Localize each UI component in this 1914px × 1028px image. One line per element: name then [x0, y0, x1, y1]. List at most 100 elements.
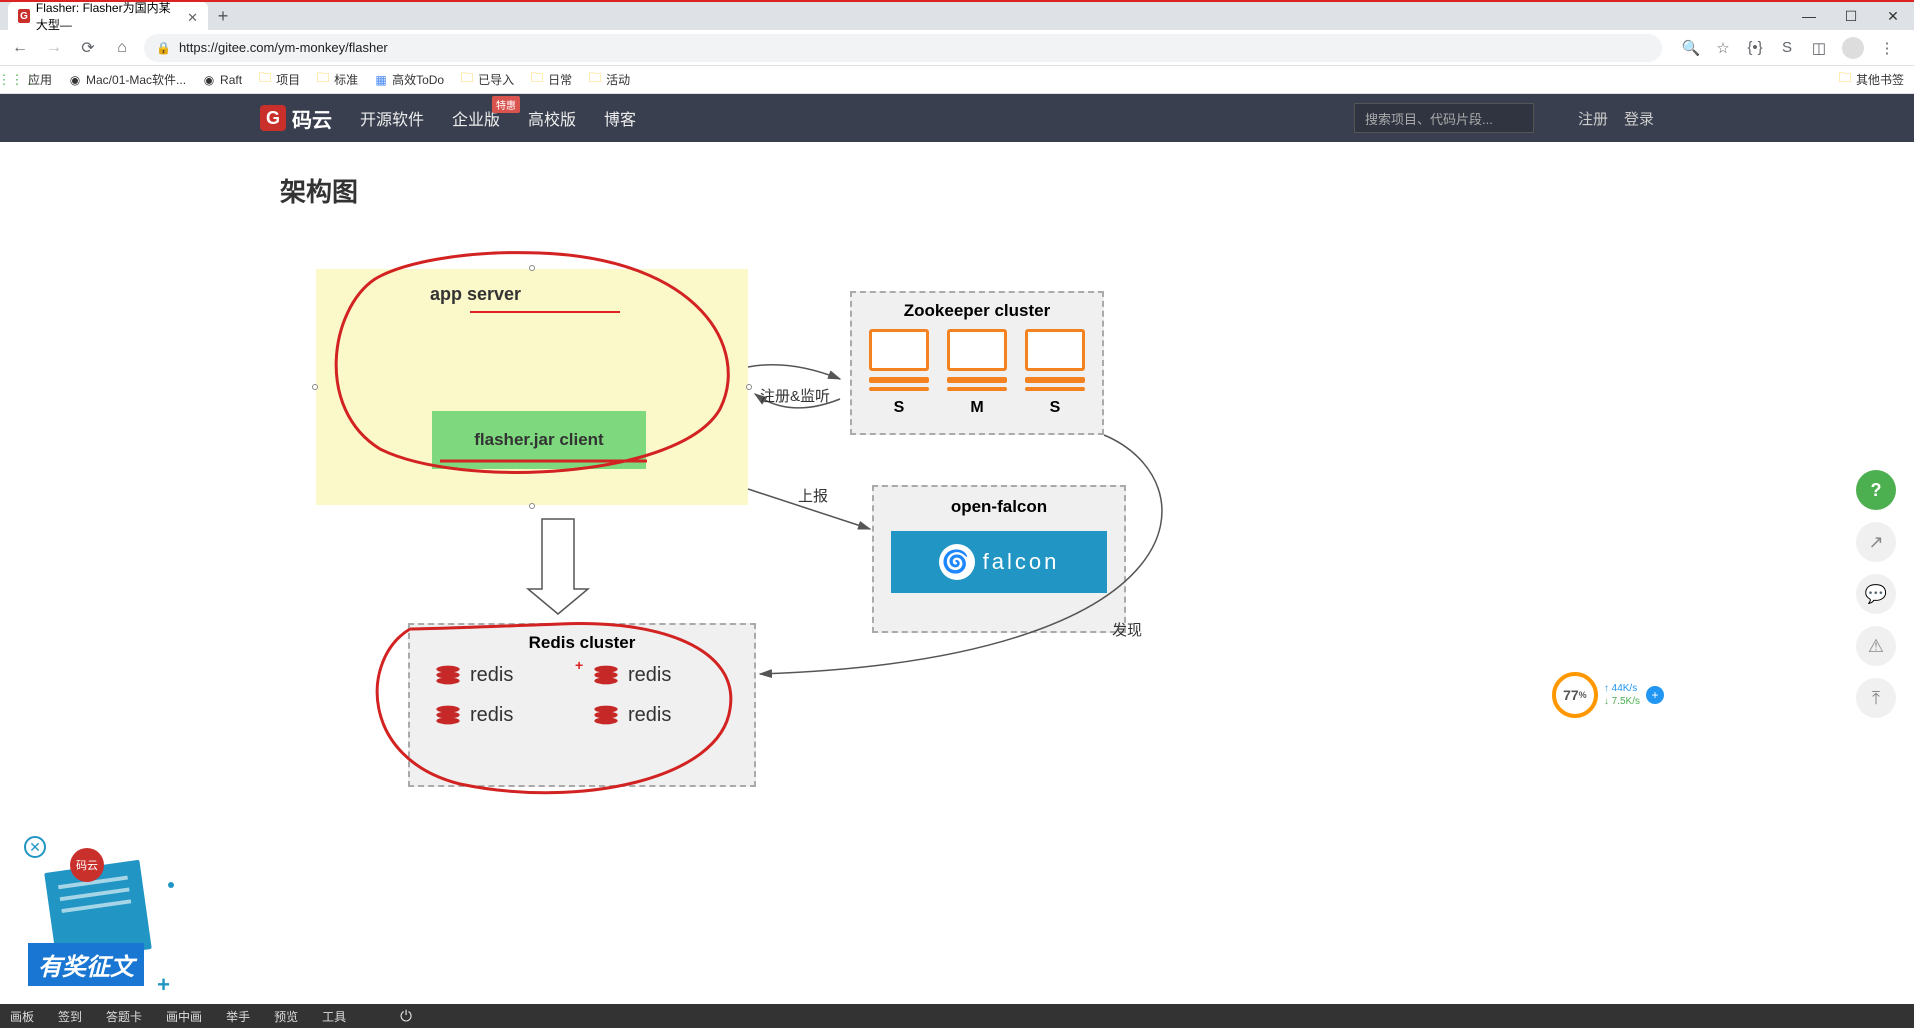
redis-label: redis [470, 664, 513, 687]
close-window-button[interactable]: ✕ [1872, 2, 1914, 30]
redis-icon [434, 663, 462, 687]
tab-favicon: G [18, 9, 30, 23]
profile-avatar[interactable] [1842, 37, 1864, 59]
redis-icon [592, 703, 620, 727]
redis-node: redis [592, 703, 730, 727]
client-label: flasher.jar client [474, 430, 603, 450]
apps-icon: ⋮⋮⋮ [10, 73, 24, 87]
bookmark-item[interactable]: 🗀 标准 [316, 71, 358, 88]
bookmark-item[interactable]: 🗀 活动 [588, 71, 630, 88]
bookmark-item[interactable]: ▦ 高效ToDo [374, 71, 444, 88]
zk-node-label: S [1050, 399, 1061, 417]
taskbar-item[interactable]: 举手 [226, 1008, 250, 1025]
apps-shortcut[interactable]: ⋮⋮⋮ 应用 [10, 71, 52, 88]
forward-button[interactable]: → [42, 36, 66, 60]
taskbar-item[interactable]: 预览 [274, 1008, 298, 1025]
redis-icon [592, 663, 620, 687]
bookmark-item[interactable]: 🗀 项目 [258, 71, 300, 88]
bookmark-item[interactable]: ◉ Mac/01-Mac软件... [68, 71, 186, 88]
browser-toolbar: ← → ⟳ ⌂ 🔒 https://gitee.com/ym-monkey/fl… [0, 30, 1914, 66]
power-icon[interactable]: ⏻ [400, 1008, 412, 1025]
close-tab-icon[interactable]: ✕ [187, 10, 198, 22]
bottom-taskbar: 画板 签到 答题卡 画中画 举手 预览 工具 ⏻ [0, 1004, 1914, 1028]
taskbar-item[interactable]: 答题卡 [106, 1008, 142, 1025]
reload-button[interactable]: ⟳ [76, 36, 100, 60]
promo-close-button[interactable]: ✕ [24, 836, 46, 858]
taskbar-item[interactable]: 工具 [322, 1008, 346, 1025]
speed-widget[interactable]: 77% ↑ 44K/s ↓ 7.5K/s + [1552, 672, 1664, 718]
bookmark-label: 高效ToDo [392, 71, 444, 88]
falcon-logo: 🌀 falcon [891, 531, 1107, 593]
zk-node-label: M [970, 399, 983, 417]
bookmark-label: Raft [220, 73, 242, 87]
extension-icon-1[interactable]: {•} [1746, 39, 1764, 57]
logo-icon: G [260, 105, 286, 131]
arrow-label-report: 上报 [798, 485, 828, 506]
other-bookmarks[interactable]: 🗀 其他书签 [1838, 71, 1904, 88]
site-logo[interactable]: G 码云 [260, 104, 332, 133]
app-server-box [316, 269, 748, 505]
nav-opensource[interactable]: 开源软件 [360, 106, 424, 130]
page-content: 架构图 app server flasher.jar client Zookee… [0, 142, 1914, 899]
redis-label: redis [628, 704, 671, 727]
falcon-logo-text: falcon [983, 549, 1060, 575]
browser-tab-strip: G Flasher: Flasher为国内某大型— ✕ + — ☐ ✕ [0, 0, 1914, 30]
browser-tab[interactable]: G Flasher: Flasher为国内某大型— ✕ [8, 2, 208, 30]
folder-icon: 🗀 [1838, 73, 1852, 87]
scroll-top-icon[interactable]: ⤒ [1856, 678, 1896, 718]
window-controls: — ☐ ✕ [1788, 2, 1914, 30]
extension-icon-3[interactable]: ◫ [1810, 39, 1828, 57]
github-icon: ◉ [202, 73, 216, 87]
taskbar-item[interactable]: 签到 [58, 1008, 82, 1025]
redis-box: Redis cluster + redis redis redis redis [408, 623, 756, 787]
bookmark-label: 项目 [276, 71, 300, 88]
folder-icon: 🗀 [530, 73, 544, 87]
help-button[interactable]: ? [1856, 470, 1896, 510]
address-bar[interactable]: 🔒 https://gitee.com/ym-monkey/flasher [144, 34, 1662, 62]
url-text: https://gitee.com/ym-monkey/flasher [179, 40, 388, 55]
promo-widget[interactable]: ✕ 码云 有奖征文 + [10, 830, 180, 1000]
share-icon[interactable]: ↗ [1856, 522, 1896, 562]
minimize-button[interactable]: — [1788, 2, 1830, 30]
speed-add-icon[interactable]: + [1646, 686, 1664, 704]
todo-icon: ▦ [374, 73, 388, 87]
taskbar-item[interactable]: 画板 [10, 1008, 34, 1025]
redis-node: redis [434, 703, 572, 727]
arrow-label-discover: 发现 [1112, 619, 1142, 640]
extension-icon-2[interactable]: S [1778, 39, 1796, 57]
bookmark-item[interactable]: 🗀 日常 [530, 71, 572, 88]
register-link[interactable]: 注册 [1578, 108, 1608, 129]
login-link[interactable]: 登录 [1624, 108, 1654, 129]
maximize-button[interactable]: ☐ [1830, 2, 1872, 30]
taskbar-item[interactable]: 画中画 [166, 1008, 202, 1025]
folder-icon: 🗀 [316, 73, 330, 87]
redis-node: redis [434, 663, 572, 687]
bookmark-label: 日常 [548, 71, 572, 88]
home-button[interactable]: ⌂ [110, 36, 134, 60]
toolbar-right: 🔍 ☆ {•} S ◫ ⋮ [1672, 37, 1906, 59]
arrow-label-register: 注册&监听 [760, 385, 830, 406]
search-input[interactable]: 搜索项目、代码片段... [1354, 103, 1534, 133]
nav-edu[interactable]: 高校版 [528, 106, 576, 130]
zk-node-s1: S [869, 329, 929, 417]
annotation-underline [470, 311, 620, 313]
star-icon[interactable]: ☆ [1714, 39, 1732, 57]
bookmark-item[interactable]: 🗀 已导入 [460, 71, 514, 88]
redis-node: redis [592, 663, 730, 687]
nav-badge: 特惠 [492, 96, 520, 113]
new-tab-button[interactable]: + [212, 5, 234, 27]
folder-icon: 🗀 [460, 73, 474, 87]
zoom-icon[interactable]: 🔍 [1682, 39, 1700, 57]
nav-enterprise[interactable]: 企业版 特惠 [452, 106, 500, 130]
chrome-menu-icon[interactable]: ⋮ [1878, 39, 1896, 57]
folder-icon: 🗀 [258, 73, 272, 87]
apps-label: 应用 [28, 71, 52, 88]
bookmark-item[interactable]: ◉ Raft [202, 73, 242, 87]
nav-blog[interactable]: 博客 [604, 106, 636, 130]
architecture-diagram: app server flasher.jar client Zookeeper … [280, 229, 1280, 869]
comment-icon[interactable]: 💬 [1856, 574, 1896, 614]
back-button[interactable]: ← [8, 36, 32, 60]
tab-title: Flasher: Flasher为国内某大型— [36, 0, 181, 33]
warning-icon[interactable]: ⚠ [1856, 626, 1896, 666]
zk-node-label: S [894, 399, 905, 417]
